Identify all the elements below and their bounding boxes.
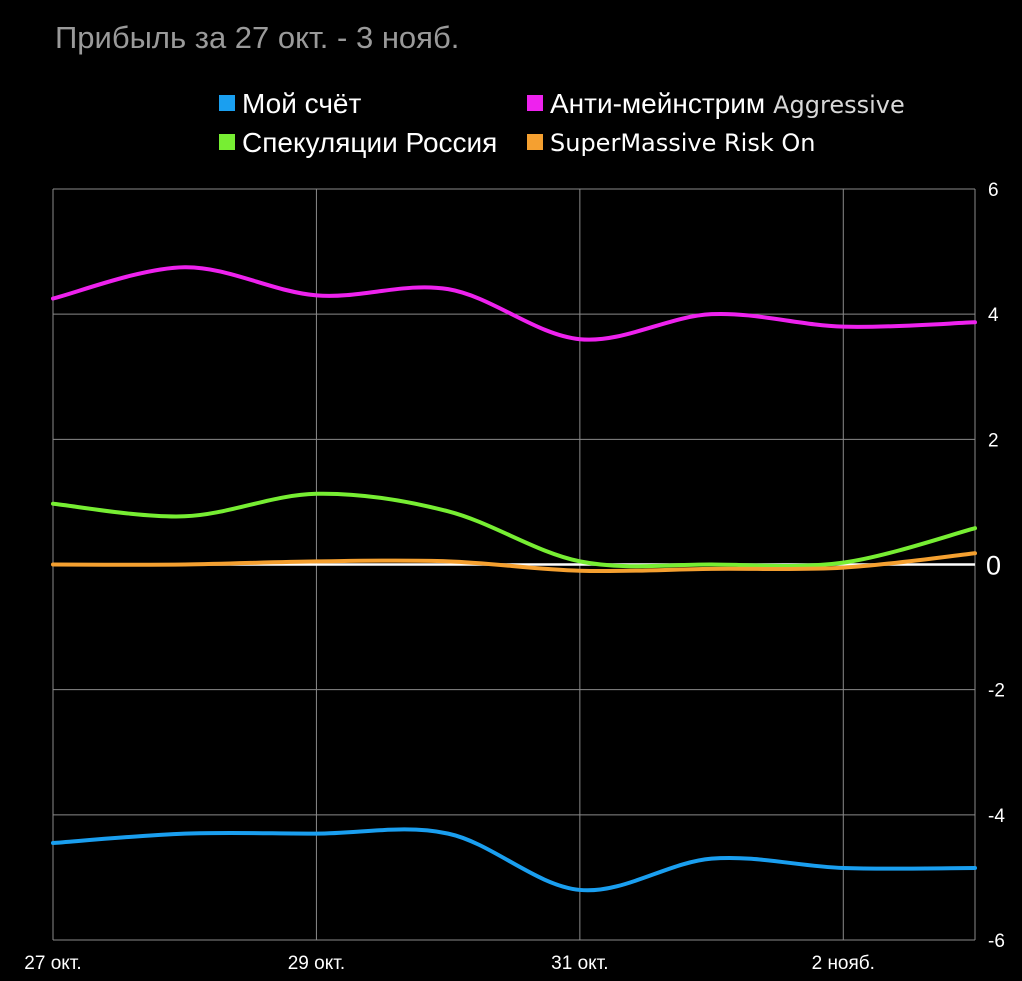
chart-title: Прибыль за 27 окт. - 3 нояб. xyxy=(55,20,459,55)
series-line-0 xyxy=(51,827,977,893)
y-tick-label: 6 xyxy=(988,180,999,201)
legend-label-supermassive: SuperMassive Risk On xyxy=(550,129,815,157)
legend-item-speculation-russia: Спекуляции Россия xyxy=(219,127,497,158)
legend-swatch-speculation-russia xyxy=(219,134,235,150)
legend-swatch-anti-mainstream xyxy=(527,95,543,111)
legend-label-anti-mainstream: Анти-мейнстрим Aggressive xyxy=(550,88,905,119)
series-line-2 xyxy=(51,491,977,569)
legend-item-my-account: Мой счёт xyxy=(219,88,361,119)
x-tick-label: 31 окт. xyxy=(551,953,608,974)
series-lines xyxy=(51,265,977,893)
x-tick-label: 27 окт. xyxy=(24,953,81,974)
y-tick-label: 2 xyxy=(988,430,999,451)
legend-swatch-my-account xyxy=(219,95,235,111)
x-tick-label: 29 окт. xyxy=(288,953,345,974)
legend-item-supermassive: SuperMassive Risk On xyxy=(527,129,815,157)
y-tick-label: -4 xyxy=(988,806,1005,827)
legend-item-anti-mainstream: Анти-мейнстрим Aggressive xyxy=(527,88,905,119)
y-tick-label: 0 xyxy=(986,551,1001,581)
legend-label-speculation-russia: Спекуляции Россия xyxy=(242,127,497,158)
series-line-1 xyxy=(51,265,977,342)
y-axis-ticks: 6 4 2 0 -2 -4 -6 xyxy=(986,180,1005,952)
legend: Мой счёт Анти-мейнстрим Aggressive Спекул… xyxy=(219,88,905,158)
legend-swatch-supermassive xyxy=(527,134,543,150)
legend-label-my-account: Мой счёт xyxy=(242,88,361,119)
y-tick-label: -2 xyxy=(988,681,1005,702)
x-axis-ticks: 27 окт. 29 окт. 31 окт. 2 нояб. xyxy=(24,953,875,974)
series-line-3 xyxy=(51,551,977,574)
y-tick-label: -6 xyxy=(988,931,1005,952)
y-tick-label: 4 xyxy=(988,305,999,326)
x-tick-label: 2 нояб. xyxy=(812,953,875,974)
